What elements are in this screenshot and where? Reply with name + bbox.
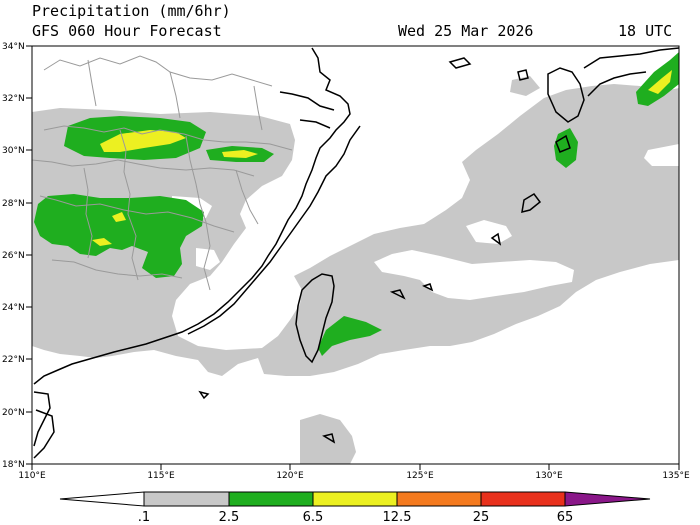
colorbar-label: 12.5 [383,510,412,525]
colorbar-label: .1 [138,510,150,525]
valid-date: Wed 25 Mar 2026 [398,22,534,40]
lon-label: 115°E [147,471,175,481]
colorbar-label: 65 [557,510,574,525]
colorbar-label: 25 [473,510,490,525]
colorbar-segment [229,492,313,506]
map-field [32,47,679,464]
lon-label: 125°E [406,471,434,481]
map-title: Precipitation (mm/6hr) [32,2,231,20]
lat-label: 34°N [2,42,25,52]
longitude-axis: 110°E 115°E 120°E 125°E 130°E 135°E [18,464,690,481]
lat-label: 32°N [2,94,25,104]
colorbar-segment [481,492,565,506]
colorbar-upper-triangle [565,492,650,506]
colorbar-segment [397,492,481,506]
latitude-axis: 34°N 32°N 30°N 28°N 26°N 24°N 22°N 20°N … [2,42,32,470]
dry-gaps [172,144,679,300]
lat-label: 24°N [2,303,25,313]
lon-label: 135°E [662,471,690,481]
lat-label: 30°N [2,146,25,156]
lat-label: 20°N [2,408,25,418]
lat-label: 22°N [2,355,25,365]
colorbar: .1 2.5 6.5 12.5 25 65 [59,491,651,525]
colorbar-segment [313,492,397,506]
lat-label: 18°N [2,460,25,470]
colorbar-label: 6.5 [303,510,324,525]
lon-label: 130°E [535,471,563,481]
lat-label: 26°N [2,251,25,261]
colorbar-label: 2.5 [219,510,240,525]
colorbar-segment [144,492,229,506]
lon-label: 110°E [18,471,46,481]
colorbar-lower-triangle [59,491,145,507]
lon-label: 120°E [276,471,304,481]
lat-label: 28°N [2,199,25,209]
province-borders [32,55,293,291]
valid-time: 18 UTC [618,22,673,40]
moderate-precip-areas [34,52,679,356]
coastlines [33,47,679,459]
forecast-subtitle: GFS 060 Hour Forecast [32,22,222,40]
